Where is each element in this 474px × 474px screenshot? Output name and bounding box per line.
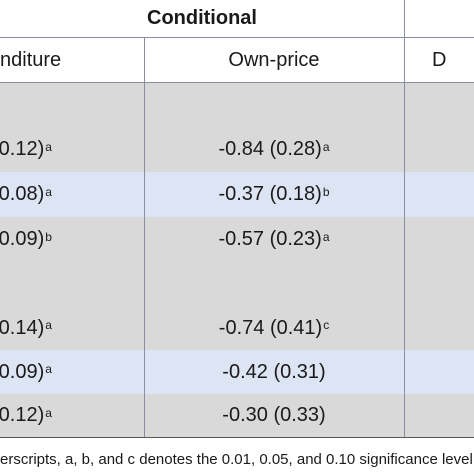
- cell-expenditure: (0.08)a: [0, 183, 52, 205]
- significance-superscript: b: [322, 184, 330, 199]
- section-row: [0, 262, 474, 306]
- significance-superscript: a: [45, 184, 52, 199]
- cell-own-price: -0.42 (0.31): [222, 360, 326, 383]
- significance-superscript: b: [45, 229, 52, 244]
- footnote: erscripts, a, b, and c denotes the 0.01,…: [0, 451, 474, 468]
- column-divider-right: [404, 0, 405, 437]
- significance-superscript: a: [322, 229, 330, 244]
- cell-own-price: -0.30 (0.33): [222, 404, 326, 426]
- column-header-expenditure: nditure: [0, 48, 62, 71]
- header-divider: [0, 37, 474, 38]
- cell-own-price: -0.37 (0.18) b: [218, 183, 330, 205]
- table-bottom-rule: [0, 437, 474, 438]
- cell-own-price: -0.84 (0.28) a: [218, 138, 330, 160]
- table-row: [0, 127, 474, 172]
- column-divider-left: [144, 37, 145, 437]
- cell-expenditure: (0.14)a: [0, 316, 52, 339]
- table-row: [0, 394, 474, 437]
- cell-expenditure: (0.12)a: [0, 138, 52, 160]
- table-row: [0, 306, 474, 350]
- section-row: [0, 82, 474, 127]
- significance-superscript: a: [322, 139, 330, 154]
- column-header-right: D: [432, 48, 447, 71]
- table-row: [0, 350, 474, 394]
- significance-superscript: a: [45, 362, 52, 376]
- column-header-own-price: Own-price: [228, 48, 320, 71]
- significance-superscript: a: [45, 405, 52, 420]
- cell-own-price: -0.57 (0.23) a: [218, 228, 330, 250]
- cell-expenditure: (0.09)b: [0, 228, 52, 250]
- column-group-title: Conditional: [147, 6, 257, 29]
- header-bottom-rule: [0, 82, 474, 83]
- cell-expenditure: (0.09)a: [0, 360, 52, 383]
- table-row: [0, 217, 474, 262]
- significance-superscript: a: [45, 139, 52, 154]
- significance-superscript: c: [323, 318, 330, 332]
- cell-own-price: -0.74 (0.41) c: [218, 316, 330, 339]
- table-header: [0, 0, 474, 82]
- significance-superscript: a: [45, 318, 52, 332]
- cell-expenditure: (0.12)a: [0, 404, 52, 426]
- table-row: [0, 172, 474, 217]
